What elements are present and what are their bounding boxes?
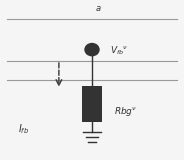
Text: $V_{fb}{}^{\nu}$: $V_{fb}{}^{\nu}$ <box>110 45 128 57</box>
Text: $a$: $a$ <box>95 4 102 13</box>
Circle shape <box>85 44 99 56</box>
Text: $Rbg{}^{\nu}$: $Rbg{}^{\nu}$ <box>114 105 137 119</box>
Bar <box>82 86 102 122</box>
Text: $I_{fb}$: $I_{fb}$ <box>18 123 30 136</box>
